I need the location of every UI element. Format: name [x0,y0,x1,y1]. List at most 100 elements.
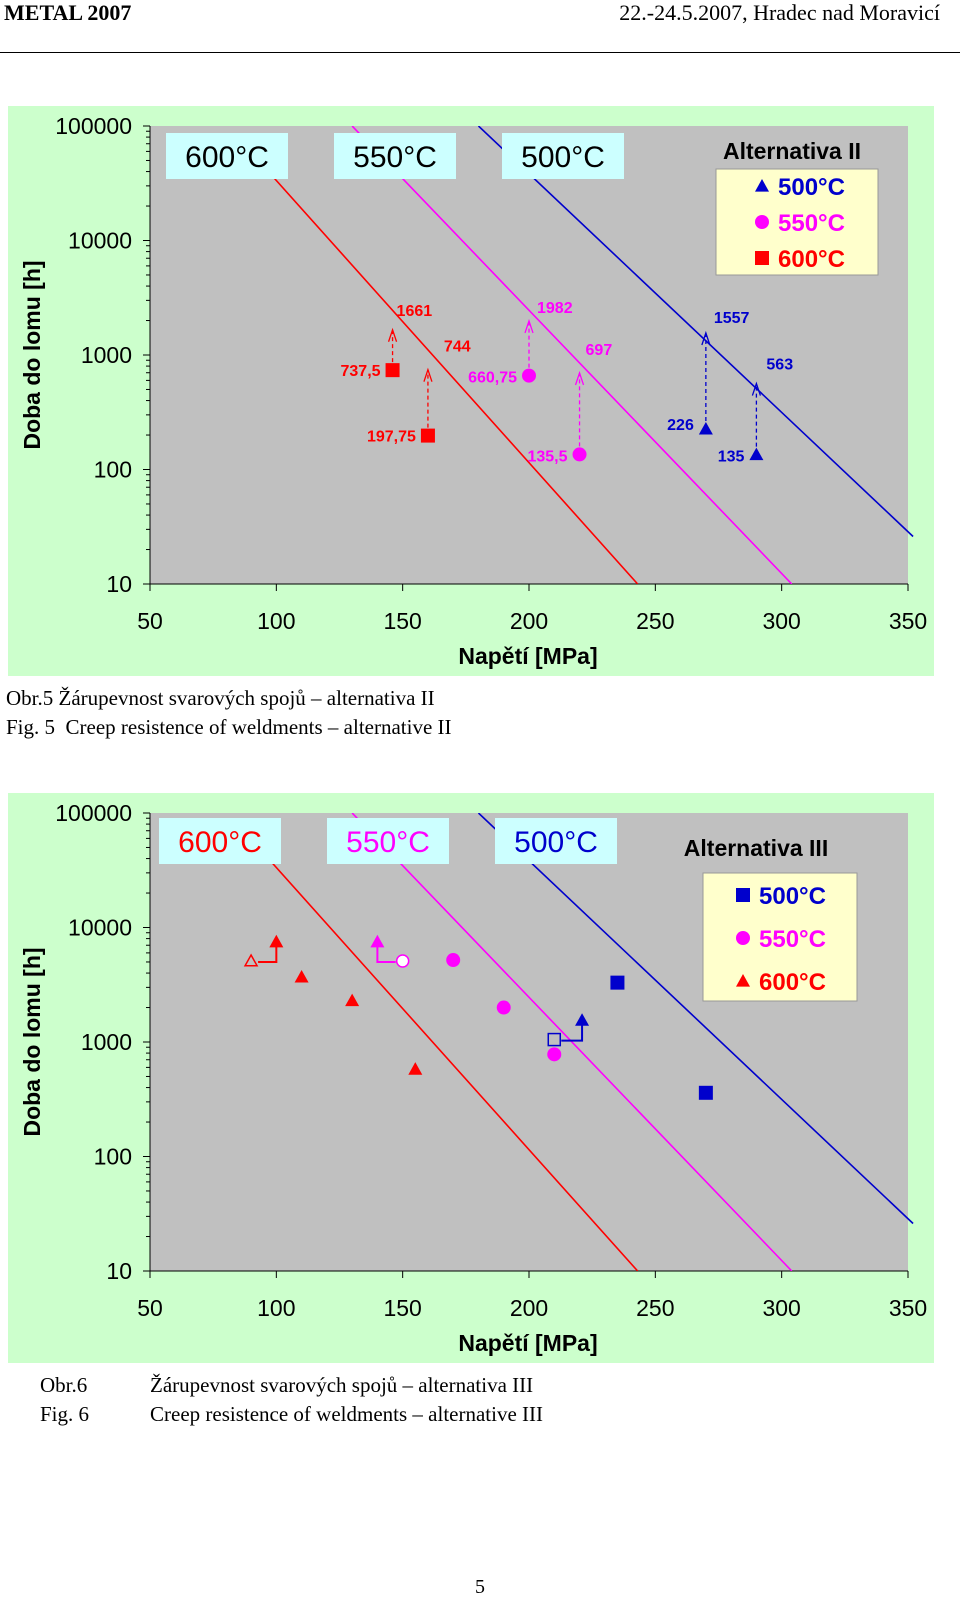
x-axis-title: Napětí [MPa] [458,643,597,669]
y-tick-label: 100 [94,1144,132,1170]
x-tick-label: 50 [137,608,163,634]
runout-arrow [561,1024,584,1042]
y-tick-label: 10 [106,571,132,597]
projection-label: 1982 [537,300,573,317]
caption-obr5: Obr.5 Žárupevnost svarových spojů – alte… [6,684,452,742]
legend-marker-square [755,251,769,265]
legend-label: 500°C [778,174,845,201]
data-point-triangle [408,1062,423,1075]
data-label: 737,5 [341,363,381,380]
legend-title: Alternativa II [723,138,861,164]
x-tick-label: 200 [510,608,548,634]
legend-label: 550°C [778,210,845,237]
data-point-circle [446,953,461,968]
chart-alternativa-ii: 10 100 1000 10000 100000 50 100 150 200 250 300 350… [8,106,934,676]
runout-arrowhead [575,1013,590,1026]
legend-marker-triangle [755,179,769,192]
data-point-square [610,975,625,990]
projection-arrowhead [387,327,398,342]
temp-box [159,818,281,864]
temp-box-label: 600°C [185,141,269,174]
projection-arrowhead [423,367,433,382]
fit-line-550 [351,126,793,584]
y-tick-label: 100000 [55,800,132,826]
caption-fig6-label: Fig. 6 [40,1402,90,1426]
projection-arrowhead [701,330,711,346]
caption-obr5-label: Obr.5 [6,686,54,710]
chart-alternativa-iii: 10 100 1000 10000 100000 50 100 150 200 250 300 350… [8,793,934,1363]
y-tick-label: 1000 [81,1029,132,1055]
runout-open-marker [547,1032,562,1047]
data-point-circle [572,447,587,462]
y-tick-label: 10000 [68,915,132,941]
y-tick-label: 10 [106,1258,132,1284]
temp-box-label: 500°C [521,141,605,174]
fit-line-600 [245,146,639,584]
legend-marker-triangle [736,974,750,987]
caption-obr6-label: Obr.6 [40,1373,88,1397]
projection-label: 1661 [397,303,433,320]
legend-label: 550°C [759,926,826,953]
temp-box [327,818,449,864]
caption-fig5-label: Fig. 5 [6,715,56,739]
data-point-circle [522,368,536,383]
temp-box [166,133,288,179]
projection-label: 744 [444,339,471,356]
data-point-triangle [749,447,764,461]
legend-marker-square [736,888,750,902]
legend-marker-circle [755,215,769,229]
data-point-triangle [294,969,309,983]
caption-obr5-text: Žárupevnost svarových spojů – alternativ… [58,686,435,710]
data-label: 197,75 [367,429,416,446]
x-tick-label: 250 [636,1295,674,1321]
temp-box-label: 600°C [178,826,262,859]
x-axis-title: Napětí [MPa] [458,1330,597,1356]
x-tick-label: 200 [510,1295,548,1321]
runout-arrow [376,945,396,963]
legend-title: Alternativa III [684,835,828,861]
y-axis-title: Doba do lomu [h] [19,260,45,449]
x-tick-label: 350 [889,608,927,634]
temp-box-label: 500°C [514,826,598,859]
legend-box [702,872,858,1002]
data-point-square [385,363,400,378]
y-tick-label: 1000 [81,342,132,368]
temp-box-label: 550°C [346,826,430,859]
data-point-square [420,428,435,443]
x-tick-label: 100 [257,1295,295,1321]
data-point-square [698,1085,713,1100]
caption-obr6-text: Žárupevnost svarových spojů – alternativ… [150,1373,534,1397]
fit-line-500 [477,126,914,538]
data-point-circle [547,1047,562,1062]
projection-label: 1557 [714,310,750,327]
x-tick-label: 100 [257,608,295,634]
x-tick-label: 300 [762,608,800,634]
runout-arrow [258,945,278,963]
data-point-triangle [345,993,360,1007]
x-tick-label: 150 [383,1295,421,1321]
runout-arrowhead [269,934,284,948]
legend-marker-circle [736,931,750,945]
runout-arrowhead [370,934,385,948]
data-label: 135,5 [527,448,567,465]
caption-fig6-text: Creep resistence of weldments – alternat… [150,1402,544,1426]
x-tick-label: 50 [137,1295,163,1321]
data-label: 660,75 [468,370,517,387]
y-axis-title: Doba do lomu [h] [19,947,45,1136]
caption-fig5-text: Creep resistence of weldments – alternat… [65,715,452,739]
legend-label: 600°C [759,969,826,996]
page-number: 5 [475,1576,485,1598]
legend-label: 500°C [759,883,826,910]
fit-line-600 [245,833,639,1271]
data-label: 135 [718,449,745,466]
projection-label: 697 [586,342,613,359]
runout-open-marker [243,953,259,967]
y-tick-label: 100 [94,457,132,483]
legend-label: 600°C [778,246,845,273]
temp-box [334,133,456,179]
data-label: 226 [667,417,694,434]
runout-open-marker [395,954,410,968]
x-tick-label: 150 [383,608,421,634]
header-date-place: 22.-24.5.2007, Hradec nad Moravicí [619,0,940,25]
projection-arrowhead [751,381,762,396]
